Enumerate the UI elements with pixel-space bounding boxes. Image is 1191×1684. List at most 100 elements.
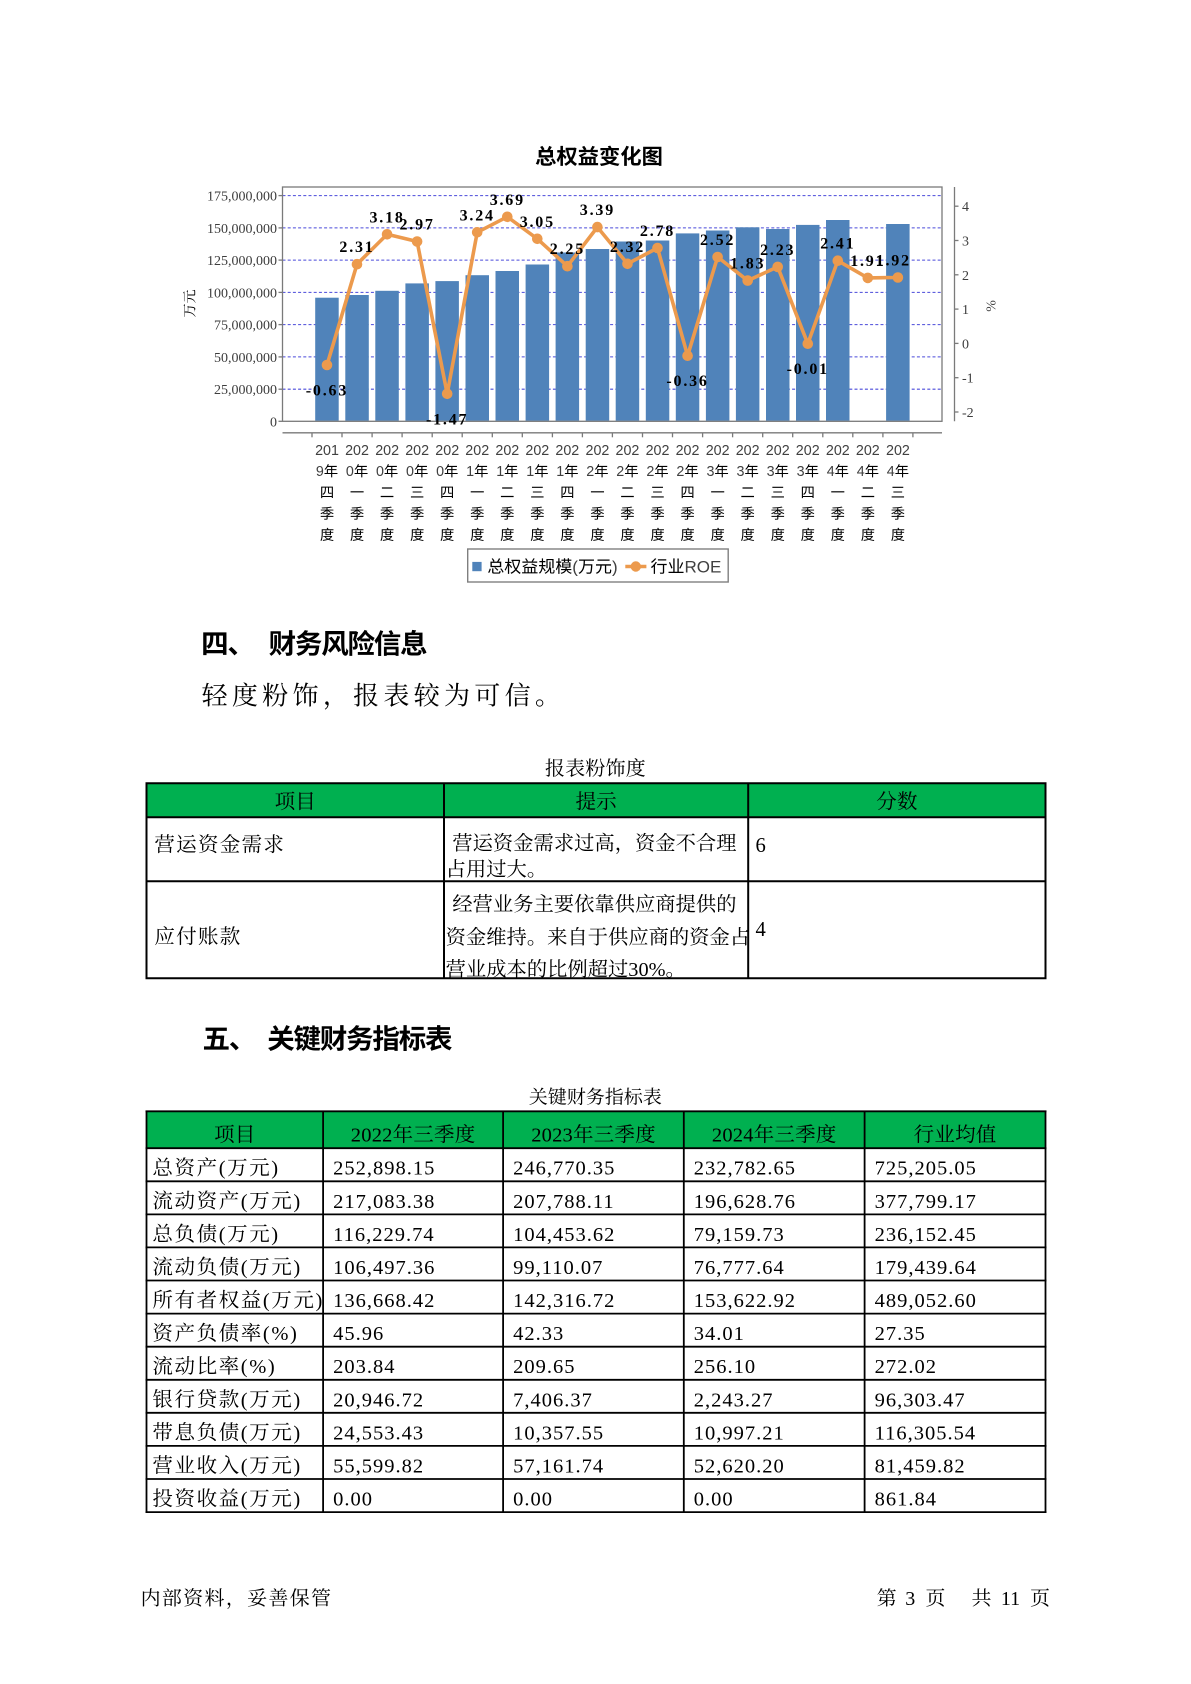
- svg-text:377,799.17: 377,799.17: [875, 1191, 977, 1213]
- svg-text:-0.63: -0.63: [306, 383, 348, 400]
- svg-text:0: 0: [270, 415, 277, 430]
- svg-text:2024: 2024: [712, 1125, 754, 1147]
- svg-text:202: 202: [796, 443, 820, 459]
- svg-text:202: 202: [495, 443, 519, 459]
- svg-text:): ): [316, 1290, 324, 1312]
- svg-text:3.69: 3.69: [490, 192, 525, 209]
- svg-text:202: 202: [826, 443, 850, 459]
- svg-text:4: 4: [827, 464, 835, 480]
- svg-text:2023: 2023: [531, 1125, 573, 1147]
- svg-text:142,316.72: 142,316.72: [513, 1290, 615, 1312]
- svg-text:3: 3: [767, 464, 775, 480]
- svg-text:3.05: 3.05: [520, 214, 555, 231]
- svg-text:201: 201: [315, 443, 339, 459]
- svg-text:3.39: 3.39: [580, 202, 615, 219]
- svg-text:3: 3: [737, 464, 745, 480]
- svg-text:202: 202: [616, 443, 640, 459]
- svg-text:-0.01: -0.01: [787, 361, 829, 378]
- svg-text:-2: -2: [962, 406, 974, 421]
- svg-text:2.25: 2.25: [550, 241, 585, 258]
- svg-text:): ): [293, 1191, 301, 1213]
- svg-text:104,453.62: 104,453.62: [513, 1224, 615, 1246]
- svg-text:2: 2: [616, 464, 624, 480]
- svg-text:0.00: 0.00: [333, 1489, 373, 1511]
- svg-text:1: 1: [496, 464, 504, 480]
- svg-text:2.32: 2.32: [610, 239, 645, 256]
- svg-text:): ): [293, 1422, 301, 1444]
- svg-text:0.00: 0.00: [694, 1489, 734, 1511]
- svg-text:861.84: 861.84: [875, 1489, 937, 1511]
- svg-text:2.41: 2.41: [820, 236, 855, 253]
- svg-text:202: 202: [555, 443, 579, 459]
- svg-text:202: 202: [646, 443, 670, 459]
- svg-text:2.97: 2.97: [400, 217, 435, 234]
- svg-text:202: 202: [856, 443, 880, 459]
- svg-text:3.18: 3.18: [370, 209, 405, 226]
- svg-text:125,000,000: 125,000,000: [207, 254, 277, 269]
- svg-text:1: 1: [466, 464, 474, 480]
- svg-text:27.35: 27.35: [875, 1323, 926, 1345]
- svg-text:(: (: [572, 558, 578, 577]
- svg-text:75,000,000: 75,000,000: [214, 319, 277, 334]
- svg-text:81,459.82: 81,459.82: [875, 1455, 966, 1477]
- svg-text:236,152.45: 236,152.45: [875, 1224, 977, 1246]
- svg-text:20,946.72: 20,946.72: [333, 1389, 424, 1411]
- svg-text:4: 4: [962, 200, 969, 215]
- svg-text:7,406.37: 7,406.37: [513, 1389, 593, 1411]
- svg-text:246,770.35: 246,770.35: [513, 1158, 615, 1180]
- svg-text:202: 202: [435, 443, 459, 459]
- svg-text:0: 0: [406, 464, 414, 480]
- svg-text:0: 0: [436, 464, 444, 480]
- svg-text:202: 202: [465, 443, 489, 459]
- svg-text:4: 4: [857, 464, 865, 480]
- svg-text:): ): [293, 1455, 301, 1477]
- svg-text:(: (: [219, 1224, 227, 1246]
- svg-text:725,205.05: 725,205.05: [875, 1158, 977, 1180]
- svg-text:2: 2: [676, 464, 684, 480]
- svg-text:252,898.15: 252,898.15: [333, 1158, 435, 1180]
- svg-text:6: 6: [756, 835, 766, 857]
- svg-text:1: 1: [556, 464, 564, 480]
- svg-text:): ): [271, 1224, 279, 1246]
- svg-text:57,161.74: 57,161.74: [513, 1455, 604, 1477]
- svg-text:9: 9: [316, 464, 324, 480]
- svg-text:153,622.92: 153,622.92: [694, 1290, 796, 1312]
- svg-text:55,599.82: 55,599.82: [333, 1455, 424, 1477]
- svg-text:116,229.74: 116,229.74: [333, 1224, 435, 1246]
- svg-text:(: (: [241, 1191, 249, 1213]
- svg-text:1.83: 1.83: [730, 256, 765, 273]
- svg-text:4: 4: [887, 464, 895, 480]
- svg-text:202: 202: [886, 443, 910, 459]
- svg-text:): ): [293, 1489, 301, 1511]
- svg-text:(%): (%): [241, 1356, 277, 1378]
- svg-text:202: 202: [405, 443, 429, 459]
- svg-text:202: 202: [736, 443, 760, 459]
- svg-text:232,782.65: 232,782.65: [694, 1158, 796, 1180]
- svg-text:2.52: 2.52: [700, 232, 735, 249]
- svg-text:175,000,000: 175,000,000: [207, 190, 277, 205]
- svg-text:): ): [293, 1257, 301, 1279]
- svg-text:): ): [612, 558, 618, 577]
- svg-text:99,110.07: 99,110.07: [513, 1257, 603, 1279]
- svg-text:(: (: [241, 1257, 249, 1279]
- svg-text:-0.36: -0.36: [666, 373, 708, 390]
- svg-text:2: 2: [962, 269, 969, 284]
- svg-text:207,788.11: 207,788.11: [513, 1191, 615, 1213]
- svg-text:79,159.73: 79,159.73: [694, 1224, 785, 1246]
- svg-text:30%: 30%: [628, 959, 665, 981]
- svg-text:52,620.20: 52,620.20: [694, 1455, 785, 1477]
- svg-text:106,497.36: 106,497.36: [333, 1257, 435, 1279]
- svg-text:): ): [293, 1389, 301, 1411]
- svg-text:2: 2: [646, 464, 654, 480]
- svg-text:96,303.47: 96,303.47: [875, 1389, 966, 1411]
- svg-text:4: 4: [756, 919, 766, 941]
- svg-text:(: (: [241, 1455, 249, 1477]
- svg-text:272.02: 272.02: [875, 1356, 937, 1378]
- svg-text:217,083.38: 217,083.38: [333, 1191, 435, 1213]
- svg-text:(: (: [263, 1290, 271, 1312]
- svg-text:196,628.76: 196,628.76: [694, 1191, 796, 1213]
- svg-text:0: 0: [962, 337, 969, 352]
- svg-text:2022: 2022: [351, 1125, 393, 1147]
- svg-text:-1.47: -1.47: [426, 411, 468, 428]
- svg-text:0: 0: [376, 464, 384, 480]
